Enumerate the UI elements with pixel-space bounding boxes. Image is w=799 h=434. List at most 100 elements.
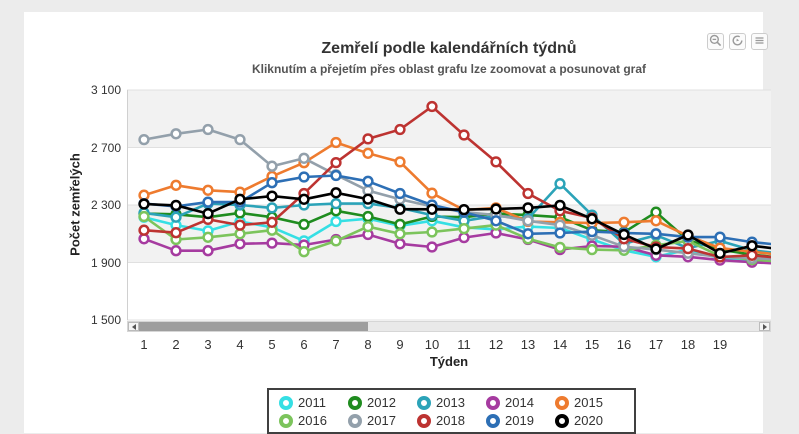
data-point-2019-w12[interactable] [490, 215, 502, 227]
reset-zoom-button[interactable] [729, 33, 746, 50]
data-point-2020-w6[interactable] [298, 193, 310, 205]
data-point-2018-w1[interactable] [138, 224, 150, 236]
data-point-2017-w3[interactable] [202, 123, 214, 136]
data-point-2018-w13[interactable] [522, 187, 534, 200]
data-point-2018-w2[interactable] [170, 227, 182, 239]
data-point-2020-w15[interactable] [586, 213, 598, 225]
legend-item-2018[interactable]: 2018 [417, 413, 486, 428]
data-point-2015-w3[interactable] [202, 184, 214, 196]
data-point-2020-w1[interactable] [138, 198, 150, 210]
data-point-2019-w13[interactable] [522, 228, 534, 240]
data-point-2019-w14[interactable] [554, 227, 566, 239]
data-point-2020-w9[interactable] [394, 203, 406, 215]
data-point-2020-w16[interactable] [618, 228, 630, 241]
legend-item-2019[interactable]: 2019 [486, 413, 555, 428]
data-point-2020-w17[interactable] [650, 243, 662, 255]
scrollbar-left-arrow[interactable] [128, 322, 139, 331]
data-point-2016-w15[interactable] [586, 243, 598, 256]
data-point-2014-w5[interactable] [266, 237, 278, 249]
data-point-2013-w2[interactable] [170, 211, 182, 223]
data-point-2016-w7[interactable] [330, 235, 342, 247]
data-point-2019-w17[interactable] [650, 228, 662, 240]
data-point-2015-w17[interactable] [650, 215, 662, 227]
data-point-2019-w19[interactable] [714, 231, 726, 243]
data-point-2014-w9[interactable] [394, 238, 406, 250]
data-point-2015-w2[interactable] [170, 179, 182, 191]
scrollbar-thumb[interactable] [139, 322, 368, 331]
data-point-2016-w10[interactable] [426, 226, 438, 238]
data-point-2013-w14[interactable] [554, 178, 566, 190]
data-point-2016-w3[interactable] [202, 231, 214, 243]
zoom-out-button[interactable] [707, 33, 724, 50]
data-point-2019-w7[interactable] [330, 169, 342, 182]
data-point-2020-w3[interactable] [202, 207, 214, 220]
data-point-2012-w9[interactable] [394, 218, 406, 231]
x-scrollbar[interactable] [127, 321, 771, 332]
data-point-2020-w2[interactable] [170, 199, 182, 212]
legend-item-2013[interactable]: 2013 [417, 395, 486, 410]
data-point-2018-w11[interactable] [458, 129, 470, 141]
data-point-2014-w11[interactable] [458, 231, 470, 244]
data-point-2018-w18[interactable] [682, 242, 694, 255]
data-point-2018-w8[interactable] [362, 133, 374, 145]
data-point-2011-w7[interactable] [330, 215, 342, 228]
data-point-2019-w6[interactable] [298, 171, 310, 183]
data-point-2016-w14[interactable] [554, 241, 566, 254]
data-point-2020-w14[interactable] [554, 199, 566, 212]
data-point-2018-w5[interactable] [266, 216, 278, 228]
data-point-2012-w8[interactable] [362, 210, 374, 223]
scrollbar-right-arrow[interactable] [759, 322, 770, 331]
data-point-2016-w8[interactable] [362, 220, 374, 233]
data-point-2019-w5[interactable] [266, 177, 278, 189]
legend-item-2015[interactable]: 2015 [555, 395, 624, 410]
legend-item-2020[interactable]: 2020 [555, 413, 624, 428]
data-point-2020-w20[interactable] [746, 240, 758, 252]
data-point-2017-w2[interactable] [170, 128, 182, 140]
legend-item-2016[interactable]: 2016 [279, 413, 348, 428]
legend-item-2011[interactable]: 2011 [279, 395, 348, 410]
data-point-2019-w9[interactable] [394, 187, 406, 200]
data-point-2018-w10[interactable] [426, 100, 438, 113]
data-point-2014-w3[interactable] [202, 245, 214, 257]
data-point-2020-w18[interactable] [682, 229, 694, 241]
data-point-2015-w7[interactable] [330, 136, 342, 149]
data-point-2018-w7[interactable] [330, 156, 342, 169]
data-point-2017-w6[interactable] [298, 152, 310, 164]
data-point-2020-w7[interactable] [330, 187, 342, 199]
data-point-2018-w9[interactable] [394, 123, 406, 136]
data-point-2020-w4[interactable] [234, 193, 246, 205]
data-point-2020-w8[interactable] [362, 193, 374, 205]
data-point-2014-w2[interactable] [170, 245, 182, 257]
data-point-2015-w10[interactable] [426, 187, 438, 199]
data-point-2014-w10[interactable] [426, 241, 438, 253]
data-point-2013-w7[interactable] [330, 197, 342, 210]
data-point-2015-w8[interactable] [362, 147, 374, 159]
legend-item-2014[interactable]: 2014 [486, 395, 555, 410]
data-point-2019-w15[interactable] [586, 225, 598, 238]
data-point-2020-w12[interactable] [490, 203, 502, 215]
data-point-2019-w3[interactable] [202, 196, 214, 208]
data-point-2016-w11[interactable] [458, 222, 470, 235]
data-point-2020-w10[interactable] [426, 203, 438, 215]
data-point-2013-w5[interactable] [266, 202, 278, 214]
data-point-2012-w6[interactable] [298, 218, 310, 231]
data-point-2018-w4[interactable] [234, 219, 246, 231]
data-point-2020-w11[interactable] [458, 203, 470, 216]
data-point-2017-w5[interactable] [266, 160, 278, 172]
data-point-2016-w9[interactable] [394, 228, 406, 240]
data-point-2016-w1[interactable] [138, 210, 150, 223]
data-point-2020-w13[interactable] [522, 202, 534, 214]
data-point-2015-w9[interactable] [394, 156, 406, 168]
menu-button[interactable] [751, 33, 768, 50]
data-point-2018-w12[interactable] [490, 156, 502, 168]
data-point-2017-w4[interactable] [234, 133, 246, 146]
legend-item-2012[interactable]: 2012 [348, 395, 417, 410]
data-point-2017-w13[interactable] [522, 215, 534, 227]
data-point-2014-w4[interactable] [234, 238, 246, 250]
data-point-2018-w20[interactable] [746, 249, 758, 261]
data-point-2020-w5[interactable] [266, 190, 278, 202]
data-point-2019-w8[interactable] [362, 175, 374, 187]
data-point-2020-w19[interactable] [714, 247, 726, 260]
data-point-2017-w1[interactable] [138, 133, 150, 146]
plot-area[interactable] [127, 89, 771, 321]
